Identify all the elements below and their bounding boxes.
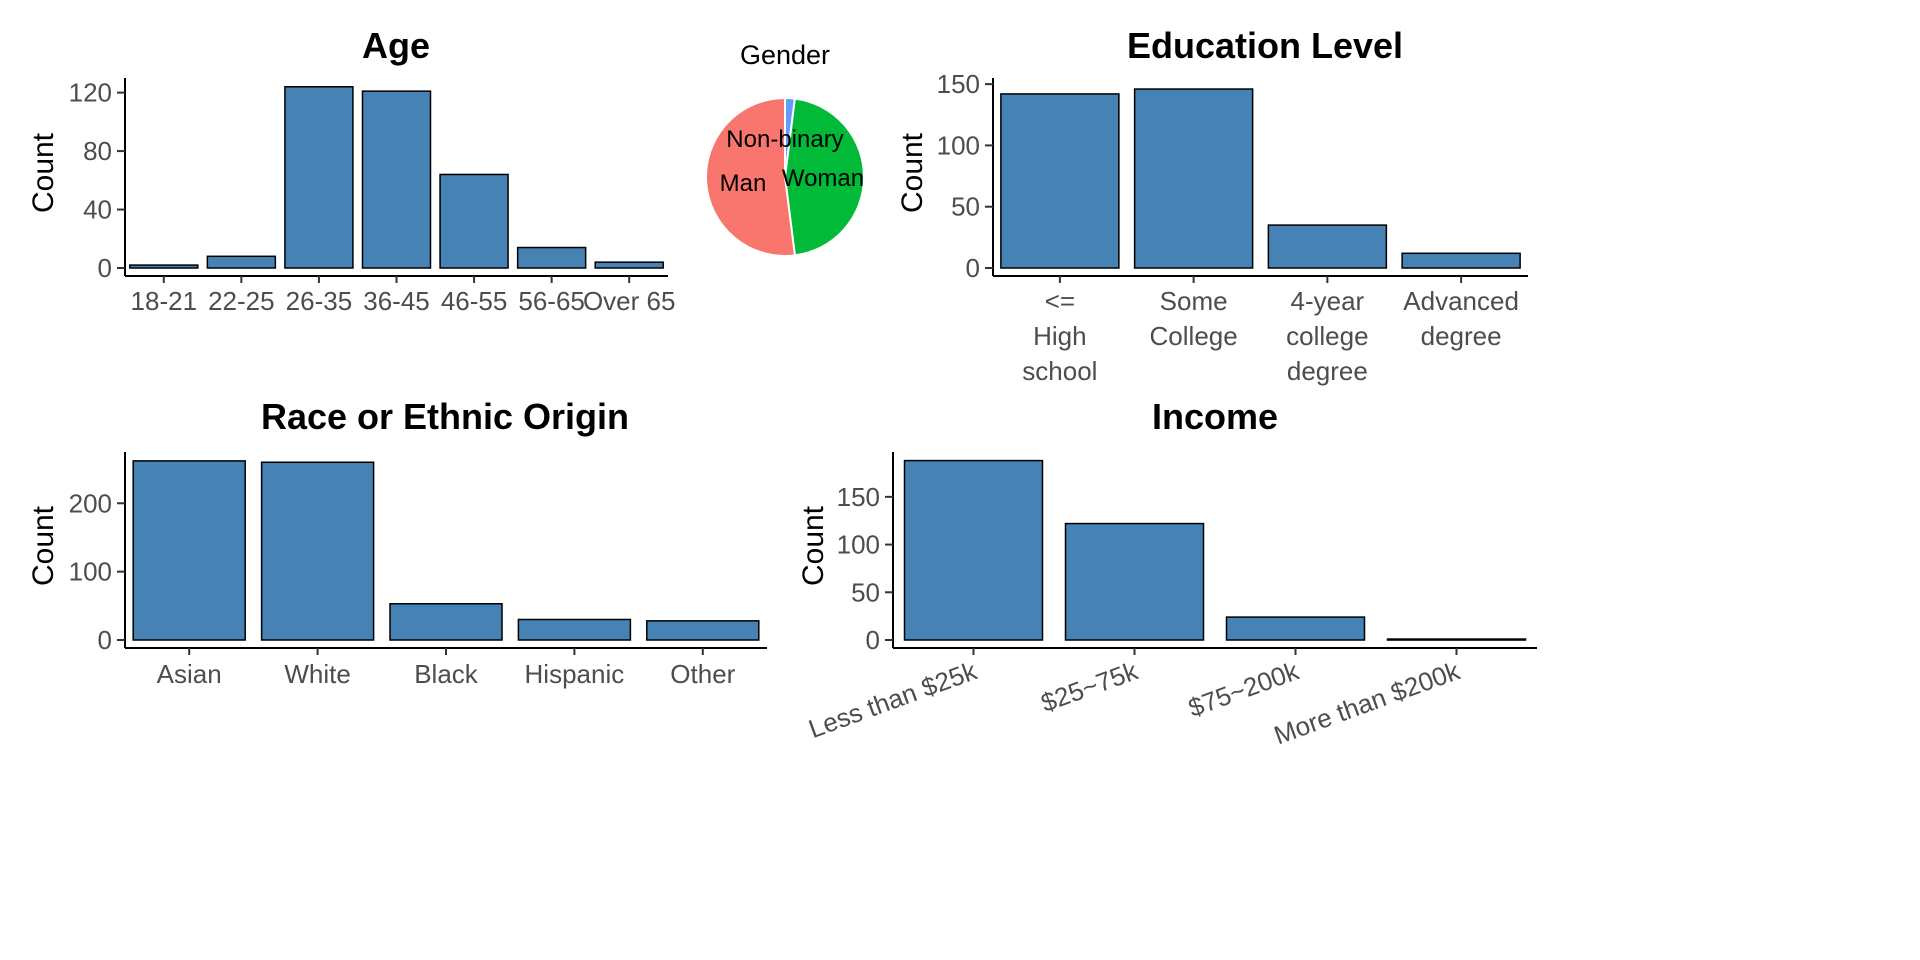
age-bar bbox=[439, 173, 509, 269]
race-bar bbox=[389, 603, 503, 641]
education-x-tick-label: degree bbox=[1287, 356, 1368, 386]
age-bar bbox=[594, 261, 664, 269]
age-x-tick-label: 18-21 bbox=[131, 286, 198, 316]
race-bar bbox=[646, 620, 760, 641]
income-bar bbox=[1225, 616, 1366, 641]
income-y-tick-label: 100 bbox=[837, 530, 880, 560]
race-x-tick-label: White bbox=[284, 659, 350, 689]
gender-slice-label: Man bbox=[720, 170, 767, 197]
education-title: Education Level bbox=[1127, 25, 1403, 66]
age-y-tick-label: 80 bbox=[83, 136, 112, 166]
education-bar bbox=[1267, 224, 1388, 269]
age-y-axis-label: Count bbox=[27, 132, 60, 213]
age-x-tick-label: 56-65 bbox=[518, 286, 585, 316]
education-y-axis-label: Count bbox=[896, 132, 929, 213]
education-bar bbox=[1133, 88, 1254, 269]
age-bar bbox=[206, 255, 277, 269]
education-x-tick-label: High bbox=[1033, 321, 1086, 351]
age-y-tick-label: 0 bbox=[98, 253, 112, 283]
education-y-tick-label: 50 bbox=[951, 192, 980, 222]
race-bar bbox=[132, 460, 246, 641]
race-y-tick-label: 200 bbox=[69, 488, 112, 518]
income-x-tick-label: $75~200k bbox=[1184, 655, 1303, 723]
education-x-tick-label: Some bbox=[1160, 286, 1228, 316]
age-bar bbox=[516, 246, 587, 269]
age-x-tick-label: 22-25 bbox=[208, 286, 275, 316]
income-y-tick-label: 50 bbox=[851, 577, 880, 607]
income-y-tick-label: 0 bbox=[866, 625, 880, 655]
income-x-tick-label: More than $200k bbox=[1270, 655, 1465, 750]
age-bar bbox=[361, 90, 432, 269]
education-bar bbox=[1401, 252, 1521, 269]
race-title: Race or Ethnic Origin bbox=[261, 396, 629, 437]
age-title: Age bbox=[362, 25, 430, 66]
education-x-tick-label: degree bbox=[1421, 321, 1502, 351]
race-x-tick-label: Other bbox=[670, 659, 735, 689]
income-y-axis-label: Count bbox=[797, 505, 830, 586]
race-bar bbox=[517, 618, 632, 641]
race-x-tick-label: Hispanic bbox=[525, 659, 625, 689]
age-y-tick-label: 120 bbox=[69, 78, 112, 108]
income-x-tick-label: $25~75k bbox=[1037, 655, 1143, 718]
race-y-tick-label: 0 bbox=[98, 625, 112, 655]
education-y-tick-label: 0 bbox=[966, 253, 980, 283]
education-bar bbox=[1000, 93, 1120, 269]
age-chart: Age Count 0 40 80 120 18-21 22-25 26-35 36-45 46-5… bbox=[27, 25, 675, 316]
income-title: Income bbox=[1152, 396, 1278, 437]
income-y-tick-label: 150 bbox=[837, 482, 880, 512]
race-x-tick-label: Black bbox=[414, 659, 479, 689]
age-x-tick-label: 26-35 bbox=[286, 286, 353, 316]
income-bar bbox=[1064, 522, 1205, 641]
gender-chart: Gender Non-binary Woman Man bbox=[705, 40, 865, 257]
age-x-tick-label: 46-55 bbox=[441, 286, 508, 316]
race-y-axis-label: Count bbox=[27, 505, 60, 586]
education-chart: Education Level Count 0 50 100 150 <= High schoo… bbox=[896, 25, 1528, 386]
education-x-tick-label: <= bbox=[1045, 286, 1075, 316]
education-x-tick-label: Advanced bbox=[1403, 286, 1519, 316]
gender-slice-label: Non-binary bbox=[726, 126, 843, 153]
gender-title: Gender bbox=[740, 40, 830, 70]
race-bar bbox=[260, 461, 375, 641]
income-chart: Income Count 0 50 100 150 Less than $25k $25~75… bbox=[797, 396, 1537, 750]
age-y-tick-label: 40 bbox=[83, 195, 112, 225]
age-bar bbox=[284, 86, 354, 269]
race-chart: Race or Ethnic Origin Count 0 100 200 Asian Wh… bbox=[27, 396, 767, 689]
income-bar bbox=[1386, 638, 1527, 641]
education-y-tick-label: 150 bbox=[937, 69, 980, 99]
income-bar bbox=[903, 459, 1044, 641]
gender-slice bbox=[705, 96, 797, 257]
education-x-tick-label: College bbox=[1150, 321, 1238, 351]
education-y-tick-label: 100 bbox=[937, 130, 980, 160]
race-x-tick-label: Asian bbox=[157, 659, 222, 689]
income-x-tick-label: Less than $25k bbox=[805, 655, 982, 744]
education-x-tick-label: college bbox=[1286, 321, 1368, 351]
education-x-tick-label: school bbox=[1022, 356, 1097, 386]
education-x-tick-label: 4-year bbox=[1291, 286, 1365, 316]
age-x-tick-label: Over 65 bbox=[583, 286, 676, 316]
gender-slice-label: Woman bbox=[782, 165, 864, 192]
age-x-tick-label: 36-45 bbox=[363, 286, 430, 316]
age-bar bbox=[129, 264, 199, 269]
gender-slice bbox=[783, 97, 865, 257]
race-y-tick-label: 100 bbox=[69, 557, 112, 587]
